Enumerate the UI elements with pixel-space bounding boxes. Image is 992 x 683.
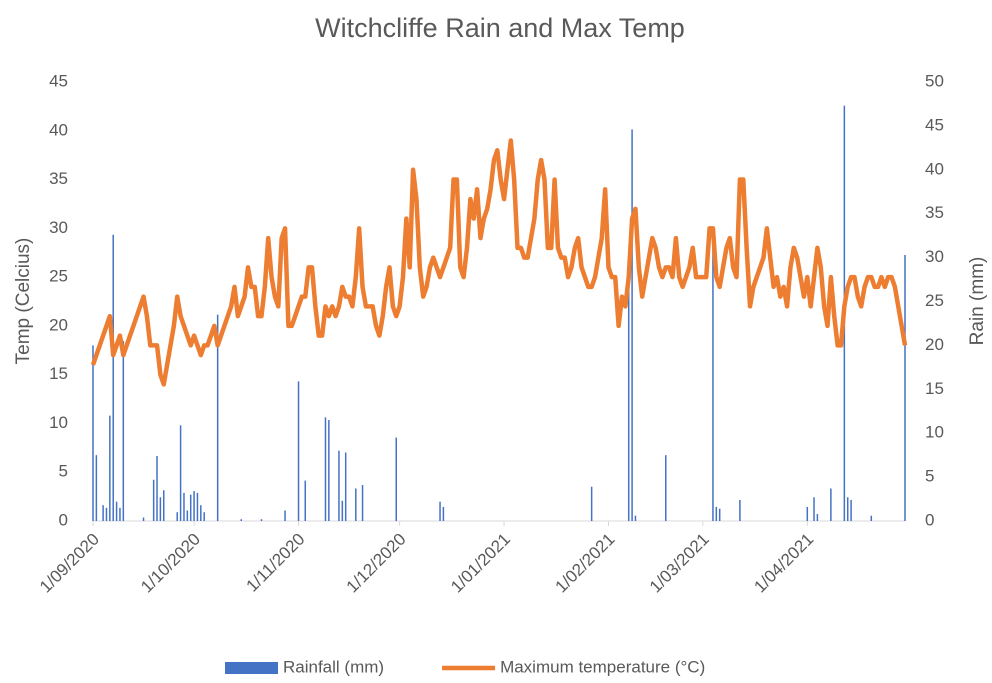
rain-bar [109,415,111,521]
y2-tick-label: 45 [925,115,944,134]
y2-tick-label: 25 [925,291,944,310]
y2-tick-label: 40 [925,159,944,178]
y2-tick-label: 30 [925,247,944,266]
rain-bar [142,517,145,521]
rain-bar [304,480,307,521]
y2-axis-title: Rain (mm) [967,257,988,346]
x-tick-label: 1/12/2020 [343,530,410,597]
rain-bar [328,420,330,521]
y2-tick-label: 5 [925,467,934,486]
rain-bar [186,510,189,521]
rain-bar [95,455,98,521]
rain-bar [846,497,849,521]
rain-bar [284,510,286,521]
rain-bar [183,492,185,521]
rain-bar [715,506,718,521]
rain-bar [156,456,158,521]
rain-bar [102,505,104,521]
rain-bar [904,254,906,521]
rain-bar [355,488,357,521]
y-tick-label: 45 [49,71,68,90]
legend-label: Rainfall (mm) [283,657,384,676]
rain-bar [870,515,873,521]
rain-bar [260,519,263,521]
rain-bar [115,501,118,521]
rain-bar [324,417,327,521]
rain-bar [816,513,819,521]
rain-bar [119,507,121,521]
x-tick-label: 1/04/2021 [750,530,817,597]
rain-bar [631,129,633,522]
y2-tick-label: 35 [925,203,944,222]
rain-bar [200,505,202,521]
rain-bar [830,488,832,521]
x-tick-label: 1/11/2020 [243,530,309,596]
rain-bar [395,437,397,521]
rain-bar [634,515,637,521]
legend-label: Maximum temperature (°C) [500,657,705,676]
rain-bar [297,381,300,521]
rain-bar [216,314,219,521]
y-tick-label: 30 [49,218,68,237]
rain-bar [193,491,195,521]
x-tick-label: 1/10/2020 [137,530,204,597]
rain-bar [712,235,714,521]
rain-bar [176,512,178,521]
rain-bar [718,508,721,521]
rain-bar [338,450,340,521]
rain-bar [203,512,205,521]
rain-bar [806,506,809,521]
chart-title: Witchcliffe Rain and Max Temp [315,13,685,43]
temp-line [90,138,908,387]
rain-bar [739,499,741,521]
rain-bar [850,499,852,521]
y-tick-label: 15 [49,364,68,383]
rain-bar [196,492,199,521]
rain-bar [112,234,114,521]
y-tick-label: 40 [49,120,68,139]
rain-bar [344,452,347,521]
rain-bar [627,283,630,521]
y-tick-label: 35 [49,169,68,188]
x-tick-label: 1/02/2021 [552,530,619,597]
y-tick-label: 0 [59,510,68,529]
y2-tick-label: 50 [925,71,944,90]
x-tick-label: 1/01/2021 [447,530,514,597]
rain-bar [159,497,162,521]
y2-tick-label: 0 [925,510,934,529]
rain-bar [813,497,815,521]
rain-bar [179,425,182,521]
rain-bar [105,507,108,521]
y-tick-label: 25 [49,267,68,286]
rain-bar [590,486,593,521]
rain-bar [240,519,242,521]
y2-tick-label: 10 [925,423,944,442]
y-axis-title: Temp (Celcius) [13,238,34,365]
legend-swatch [225,662,278,674]
rain-bar [163,490,165,521]
x-tick-label: 1/09/2020 [36,530,103,597]
rain-bar [439,501,441,521]
rain-bar [122,341,125,521]
y-tick-label: 20 [49,315,68,334]
rain-bar [361,485,364,521]
rain-bar [189,494,192,521]
x-tick-label: 1/03/2021 [646,530,713,597]
y-tick-label: 10 [49,413,68,432]
y2-tick-label: 20 [925,335,944,354]
rain-bar [442,506,445,521]
rain-bar [665,455,667,521]
rain-bar [152,479,155,521]
rain-bar [92,345,94,521]
y-tick-label: 5 [59,462,68,481]
y2-tick-label: 15 [925,379,944,398]
rain-bar [341,500,344,521]
